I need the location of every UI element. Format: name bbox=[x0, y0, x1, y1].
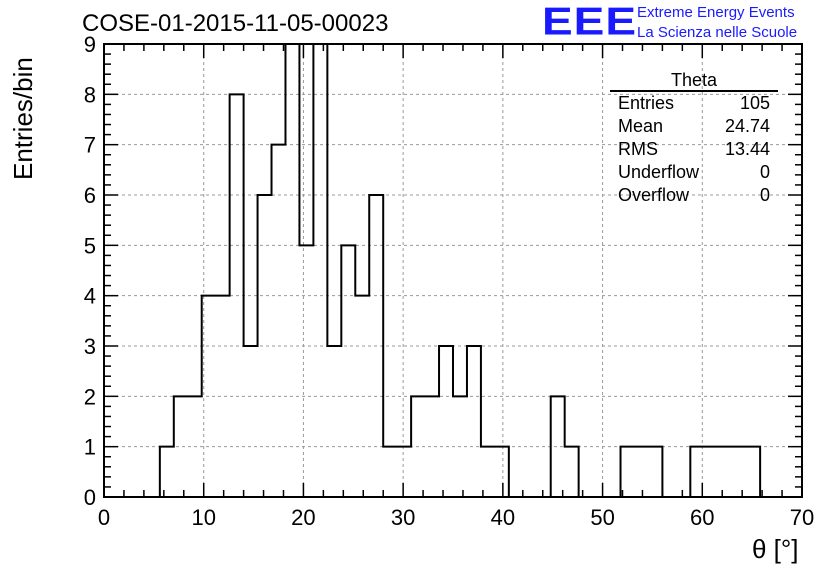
x-tick-label: 10 bbox=[191, 505, 215, 530]
stats-title: Theta bbox=[610, 70, 778, 92]
y-tick-label: 3 bbox=[84, 334, 96, 359]
histogram-bin bbox=[285, 44, 299, 497]
y-tick-label: 0 bbox=[84, 485, 96, 510]
x-tick-label: 70 bbox=[790, 505, 814, 530]
y-tick-label: 7 bbox=[84, 133, 96, 158]
histogram-bin bbox=[439, 346, 453, 497]
histogram-bin bbox=[244, 346, 258, 497]
stats-value: 13.44 bbox=[724, 139, 770, 159]
histogram-bin bbox=[174, 396, 188, 497]
plot-frame bbox=[103, 43, 803, 498]
histogram-bin bbox=[481, 447, 495, 497]
histogram-bin bbox=[258, 195, 272, 497]
stats-label: Entries bbox=[618, 93, 675, 113]
histogram-bin bbox=[746, 447, 760, 497]
x-tick-label: 40 bbox=[491, 505, 515, 530]
histogram-bin bbox=[299, 245, 313, 497]
histogram-bin bbox=[397, 447, 411, 497]
y-axis-label: Entries/bin bbox=[8, 57, 38, 180]
logo-subtitle-line2: La Scienza nelle Scuole bbox=[637, 24, 798, 41]
histogram-bin bbox=[732, 447, 746, 497]
histogram-bin bbox=[160, 447, 174, 497]
histogram-bin bbox=[495, 447, 509, 497]
x-tick-label: 30 bbox=[391, 505, 415, 530]
histogram-bin bbox=[634, 447, 648, 497]
stats-box: Theta Entries 105 Mean 24.74 RMS 13.44 U… bbox=[610, 70, 778, 207]
logo-subtitle-line1: Extreme Energy Events bbox=[637, 4, 795, 21]
stats-row-mean: Mean 24.74 bbox=[610, 115, 778, 138]
eee-logo: EEE bbox=[542, 0, 638, 44]
stats-row-overflow: Overflow 0 bbox=[610, 184, 778, 207]
stats-value: 24.74 bbox=[724, 116, 770, 136]
y-tick-label: 1 bbox=[84, 435, 96, 460]
x-axis-label: θ [°] bbox=[752, 534, 799, 564]
x-tick-label: 60 bbox=[690, 505, 714, 530]
histogram-bin bbox=[704, 447, 718, 497]
histogram-bin bbox=[467, 346, 481, 497]
stats-row-rms: RMS 13.44 bbox=[610, 138, 778, 161]
histogram-bin bbox=[341, 245, 355, 497]
stats-value: 0 bbox=[759, 185, 770, 205]
x-tick-label: 50 bbox=[590, 505, 614, 530]
y-tick-label: 6 bbox=[84, 183, 96, 208]
x-tick-label: 0 bbox=[98, 505, 110, 530]
y-tick-label: 4 bbox=[84, 284, 96, 309]
histogram-bin bbox=[313, 44, 327, 497]
stats-label: RMS bbox=[618, 139, 658, 159]
histogram-bin bbox=[718, 447, 732, 497]
stats-label: Underflow bbox=[618, 162, 700, 182]
stats-label: Overflow bbox=[618, 185, 690, 205]
y-tick-label: 9 bbox=[84, 32, 96, 57]
histogram-bin bbox=[565, 447, 579, 497]
histogram-bin bbox=[216, 296, 230, 497]
histogram-bin bbox=[621, 447, 635, 497]
x-tick-label: 20 bbox=[291, 505, 315, 530]
stats-row-entries: Entries 105 bbox=[610, 92, 778, 115]
histogram-bin bbox=[383, 447, 397, 497]
histogram-outline bbox=[158, 43, 762, 498]
stats-value: 0 bbox=[759, 162, 770, 182]
stats-value: 105 bbox=[739, 93, 770, 113]
histogram-bin bbox=[272, 145, 286, 497]
chart-title: COSE-01-2015-11-05-00023 bbox=[82, 10, 389, 37]
stats-row-underflow: Underflow 0 bbox=[610, 161, 778, 184]
histogram-bin bbox=[648, 447, 662, 497]
y-tick-label: 2 bbox=[84, 384, 96, 409]
histogram-bin bbox=[327, 346, 341, 497]
y-tick-label: 8 bbox=[84, 82, 96, 107]
stats-label: Mean bbox=[618, 116, 664, 136]
y-tick-label: 5 bbox=[84, 233, 96, 258]
